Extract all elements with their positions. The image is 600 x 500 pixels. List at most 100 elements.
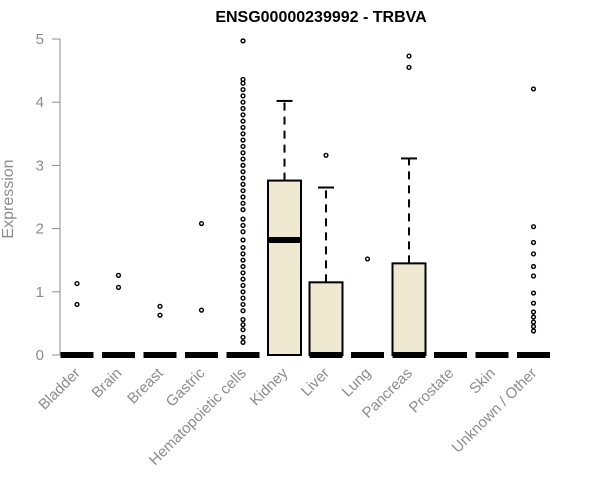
outlier-point	[530, 290, 537, 296]
outlier-point	[240, 282, 246, 289]
outlier-point	[74, 280, 80, 287]
box-body	[308, 281, 344, 357]
outlier-point	[240, 216, 246, 222]
outlier-point	[198, 220, 205, 227]
outlier-point	[240, 251, 246, 257]
outlier-point	[240, 322, 246, 328]
outlier-point	[530, 251, 537, 257]
box-3	[185, 220, 218, 358]
box-6	[308, 152, 344, 358]
outlier-point	[530, 323, 537, 330]
box-body	[391, 262, 427, 356]
outlier-point	[530, 314, 537, 320]
outlier-point	[240, 156, 246, 162]
outlier-point	[240, 124, 246, 131]
outlier-point	[240, 175, 246, 181]
box-body	[267, 179, 302, 356]
outlier-point	[530, 328, 537, 334]
y-tick-label: 1	[36, 284, 44, 301]
outlier-point	[240, 276, 246, 282]
outlier-point	[240, 93, 246, 99]
outlier-point	[198, 307, 205, 313]
outlier-point	[240, 207, 246, 213]
x-tick-label: Kidney	[247, 364, 292, 409]
y-axis: 0 1 2 3 4 5	[36, 31, 61, 364]
outlier-point	[240, 169, 246, 175]
outlier-point	[240, 188, 246, 194]
outlier-point	[240, 105, 246, 112]
outlier-point	[240, 99, 246, 105]
outlier-point	[240, 308, 246, 314]
outlier-point	[240, 162, 246, 168]
outlier-point	[240, 86, 246, 93]
outlier-point	[74, 301, 80, 308]
outlier-point	[115, 284, 122, 290]
outlier-point	[240, 150, 246, 156]
outlier-point	[240, 143, 246, 150]
outlier-point	[240, 334, 246, 340]
outlier-point	[530, 224, 537, 230]
outlier-point	[240, 289, 246, 295]
outlier-point	[530, 319, 537, 325]
outlier-point	[240, 222, 246, 229]
y-axis-label: Expression	[0, 159, 17, 238]
box-series	[60, 38, 550, 358]
y-tick-label: 5	[36, 31, 44, 48]
box-11	[517, 86, 550, 358]
outlier-point	[157, 303, 163, 309]
outlier-point	[240, 38, 246, 44]
outlier-point	[240, 317, 246, 323]
outlier-point	[240, 237, 246, 243]
outlier-point	[406, 53, 412, 59]
outlier-point	[530, 263, 537, 270]
outlier-point	[240, 244, 246, 251]
outlier-point	[240, 131, 246, 137]
x-tick-label: Liver	[298, 365, 333, 400]
outlier-point	[530, 86, 537, 92]
outlier-point	[157, 312, 163, 318]
outlier-point	[406, 64, 412, 71]
x-tick-label: Brain	[89, 365, 126, 402]
chart-title: ENSG00000239992 - TRBVA	[215, 9, 427, 26]
y-tick-label: 3	[36, 157, 44, 174]
x-tick-label: Prostate	[406, 365, 458, 417]
outlier-point	[323, 152, 329, 158]
outlier-point	[240, 181, 246, 187]
y-tick-label: 0	[36, 347, 44, 364]
outlier-point	[115, 272, 122, 278]
outlier-point	[240, 327, 246, 333]
outlier-point	[530, 239, 537, 246]
box-2	[143, 303, 177, 358]
outlier-point	[530, 300, 537, 306]
box-4	[226, 38, 260, 358]
box-1	[102, 272, 135, 358]
outlier-point	[240, 295, 246, 301]
outlier-point	[240, 263, 246, 270]
outlier-point	[364, 256, 371, 262]
box-0	[60, 280, 94, 358]
outlier-point	[240, 200, 246, 206]
outlier-point	[240, 301, 246, 308]
outlier-point	[240, 112, 246, 118]
outlier-point	[240, 257, 246, 263]
outlier-point	[240, 194, 246, 200]
outlier-point	[240, 137, 246, 143]
box-8	[391, 53, 427, 358]
x-tick-label: Lung	[339, 365, 375, 401]
outlier-point	[240, 118, 246, 124]
x-tick-label: Breast	[124, 364, 167, 407]
outlier-point	[240, 270, 246, 276]
y-tick-label: 2	[36, 221, 44, 238]
outlier-point	[240, 339, 246, 345]
outlier-point	[530, 273, 537, 279]
y-tick-label: 4	[36, 94, 44, 111]
outlier-point	[530, 309, 537, 315]
box-5	[267, 99, 302, 356]
box-7	[351, 256, 384, 358]
outlier-point	[240, 76, 246, 83]
x-tick-label: Skin	[466, 365, 499, 398]
outlier-point	[240, 229, 246, 235]
